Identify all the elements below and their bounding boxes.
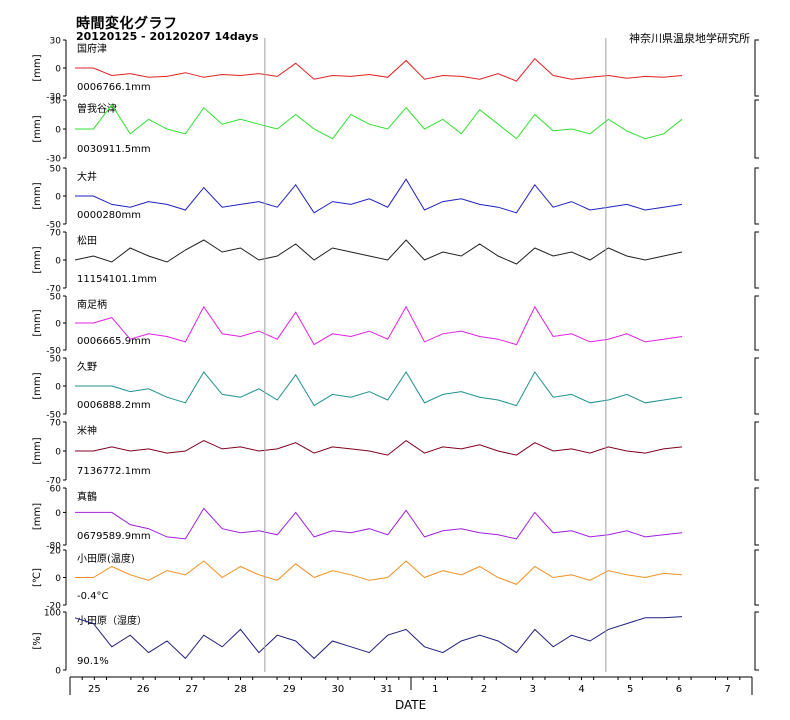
series-value-label: 0006665.9mm <box>77 336 151 347</box>
chart-title: 時間変化グラフ <box>76 16 178 32</box>
y-tick-label: 0 <box>55 667 61 677</box>
y-tick-label: 0 <box>55 126 61 136</box>
x-tick-label: 7 <box>724 684 730 695</box>
y-axis-unit-label: [mm] <box>32 182 43 209</box>
panel-bracket <box>754 421 759 481</box>
panel-bracket <box>754 487 759 546</box>
x-tick-label: 31 <box>380 684 393 695</box>
series-name-label: 小田原(温度) <box>77 552 135 565</box>
y-tick-label: 0 <box>55 383 61 393</box>
series-value-label: 0000280mm <box>77 210 141 221</box>
y-tick-label: 50 <box>50 165 62 175</box>
series-line <box>74 616 683 660</box>
series-line <box>75 507 683 540</box>
panel-bracket <box>754 611 759 671</box>
y-tick-label: 30 <box>50 37 62 47</box>
y-axis-unit-label: [mm] <box>32 437 43 464</box>
series-name-label: 真鶴 <box>77 490 97 503</box>
organization-label: 神奈川県温泉地学研究所 <box>629 32 750 45</box>
series-name-label: 小田原（湿度） <box>77 614 147 627</box>
series-name-label: 曽我谷津 <box>77 102 117 115</box>
series-value-label: 0679589.9mm <box>77 531 151 542</box>
y-axis-unit-label: [mm] <box>32 115 43 142</box>
y-tick-label: 0 <box>55 448 61 458</box>
x-tick-label: 5 <box>627 684 633 695</box>
series-line <box>75 371 683 407</box>
x-tick-label: 3 <box>530 684 536 695</box>
y-axis-unit-label: [mm] <box>32 309 43 336</box>
y-axis-unit-label: [℃] <box>32 568 43 587</box>
x-tick-label: 4 <box>578 684 584 695</box>
x-tick-label: 25 <box>88 684 101 695</box>
x-tick-label: 30 <box>332 684 345 695</box>
y-tick-label: 0 <box>55 257 61 267</box>
y-tick-label: 0 <box>55 193 61 203</box>
y-tick-label: -80 <box>46 542 61 552</box>
panel-bracket <box>754 295 759 351</box>
panel-bracket <box>754 39 759 97</box>
series-value-label: 0006888.2mm <box>77 400 151 411</box>
series-value-label: 0006766.1mm <box>77 82 151 93</box>
series-name-label: 松田 <box>77 234 97 247</box>
series-name-label: 国府津 <box>77 42 107 55</box>
y-tick-label: -70 <box>46 477 61 487</box>
y-tick-label: 60 <box>50 485 62 495</box>
y-axis-unit-label: [mm] <box>32 372 43 399</box>
series-line <box>75 57 683 82</box>
y-tick-label: 30 <box>50 97 62 107</box>
x-tick-label: 26 <box>137 684 150 695</box>
y-tick-label: 50 <box>50 293 62 303</box>
panel-bracket <box>754 231 759 289</box>
series-line <box>75 305 683 346</box>
x-tick-label: 27 <box>185 684 198 695</box>
y-tick-label: 70 <box>50 419 62 429</box>
panel-bracket <box>754 549 759 606</box>
y-tick-label: -50 <box>46 221 61 231</box>
y-tick-label: -70 <box>46 285 61 295</box>
x-tick-label: 2 <box>481 684 487 695</box>
y-axis-unit-label: [%] <box>32 632 43 649</box>
y-tick-label: -30 <box>46 93 61 103</box>
y-axis-unit-label: [mm] <box>32 54 43 81</box>
series-value-label: 90.1% <box>77 656 109 667</box>
y-tick-label: -50 <box>46 411 61 421</box>
series-name-label: 南足柄 <box>77 298 107 311</box>
x-tick-label: 1 <box>432 684 438 695</box>
y-axis-unit-label: [mm] <box>32 246 43 273</box>
y-tick-label: -30 <box>46 155 61 165</box>
series-value-label: 0030911.5mm <box>77 144 151 155</box>
x-tick-label: 29 <box>283 684 296 695</box>
series-name-label: 久野 <box>77 361 97 373</box>
series-line <box>75 103 683 140</box>
panel-bracket <box>754 167 759 225</box>
series-value-label: 11154101.1mm <box>77 274 157 285</box>
y-tick-label: -50 <box>46 347 61 357</box>
series-line <box>75 560 683 585</box>
series-line <box>74 239 683 265</box>
series-name-label: 米神 <box>77 424 97 437</box>
y-tick-label: -20 <box>46 602 61 612</box>
y-tick-label: 70 <box>50 229 62 239</box>
x-axis-label: DATE <box>395 698 427 712</box>
series-line <box>75 439 683 456</box>
y-tick-label: 0 <box>55 509 61 519</box>
series-name-label: 大井 <box>77 170 97 183</box>
series-line <box>75 178 683 214</box>
y-axis-unit-label: [mm] <box>32 503 43 530</box>
panel-bracket <box>754 99 759 159</box>
chart-subtitle: 20120125 - 20120207 14days <box>76 30 259 43</box>
y-tick-label: 0 <box>55 65 61 75</box>
series-value-label: -0.4°C <box>77 591 109 602</box>
y-tick-label: 20 <box>50 547 62 557</box>
y-tick-label: 0 <box>55 320 61 330</box>
y-tick-label: 100 <box>44 609 61 619</box>
series-value-label: 7136772.1mm <box>77 466 151 477</box>
y-tick-label: 50 <box>50 355 62 365</box>
x-tick-label: 28 <box>234 684 247 695</box>
panel-bracket <box>754 357 759 415</box>
y-tick-label: 0 <box>55 574 61 584</box>
x-tick-label: 6 <box>676 684 682 695</box>
